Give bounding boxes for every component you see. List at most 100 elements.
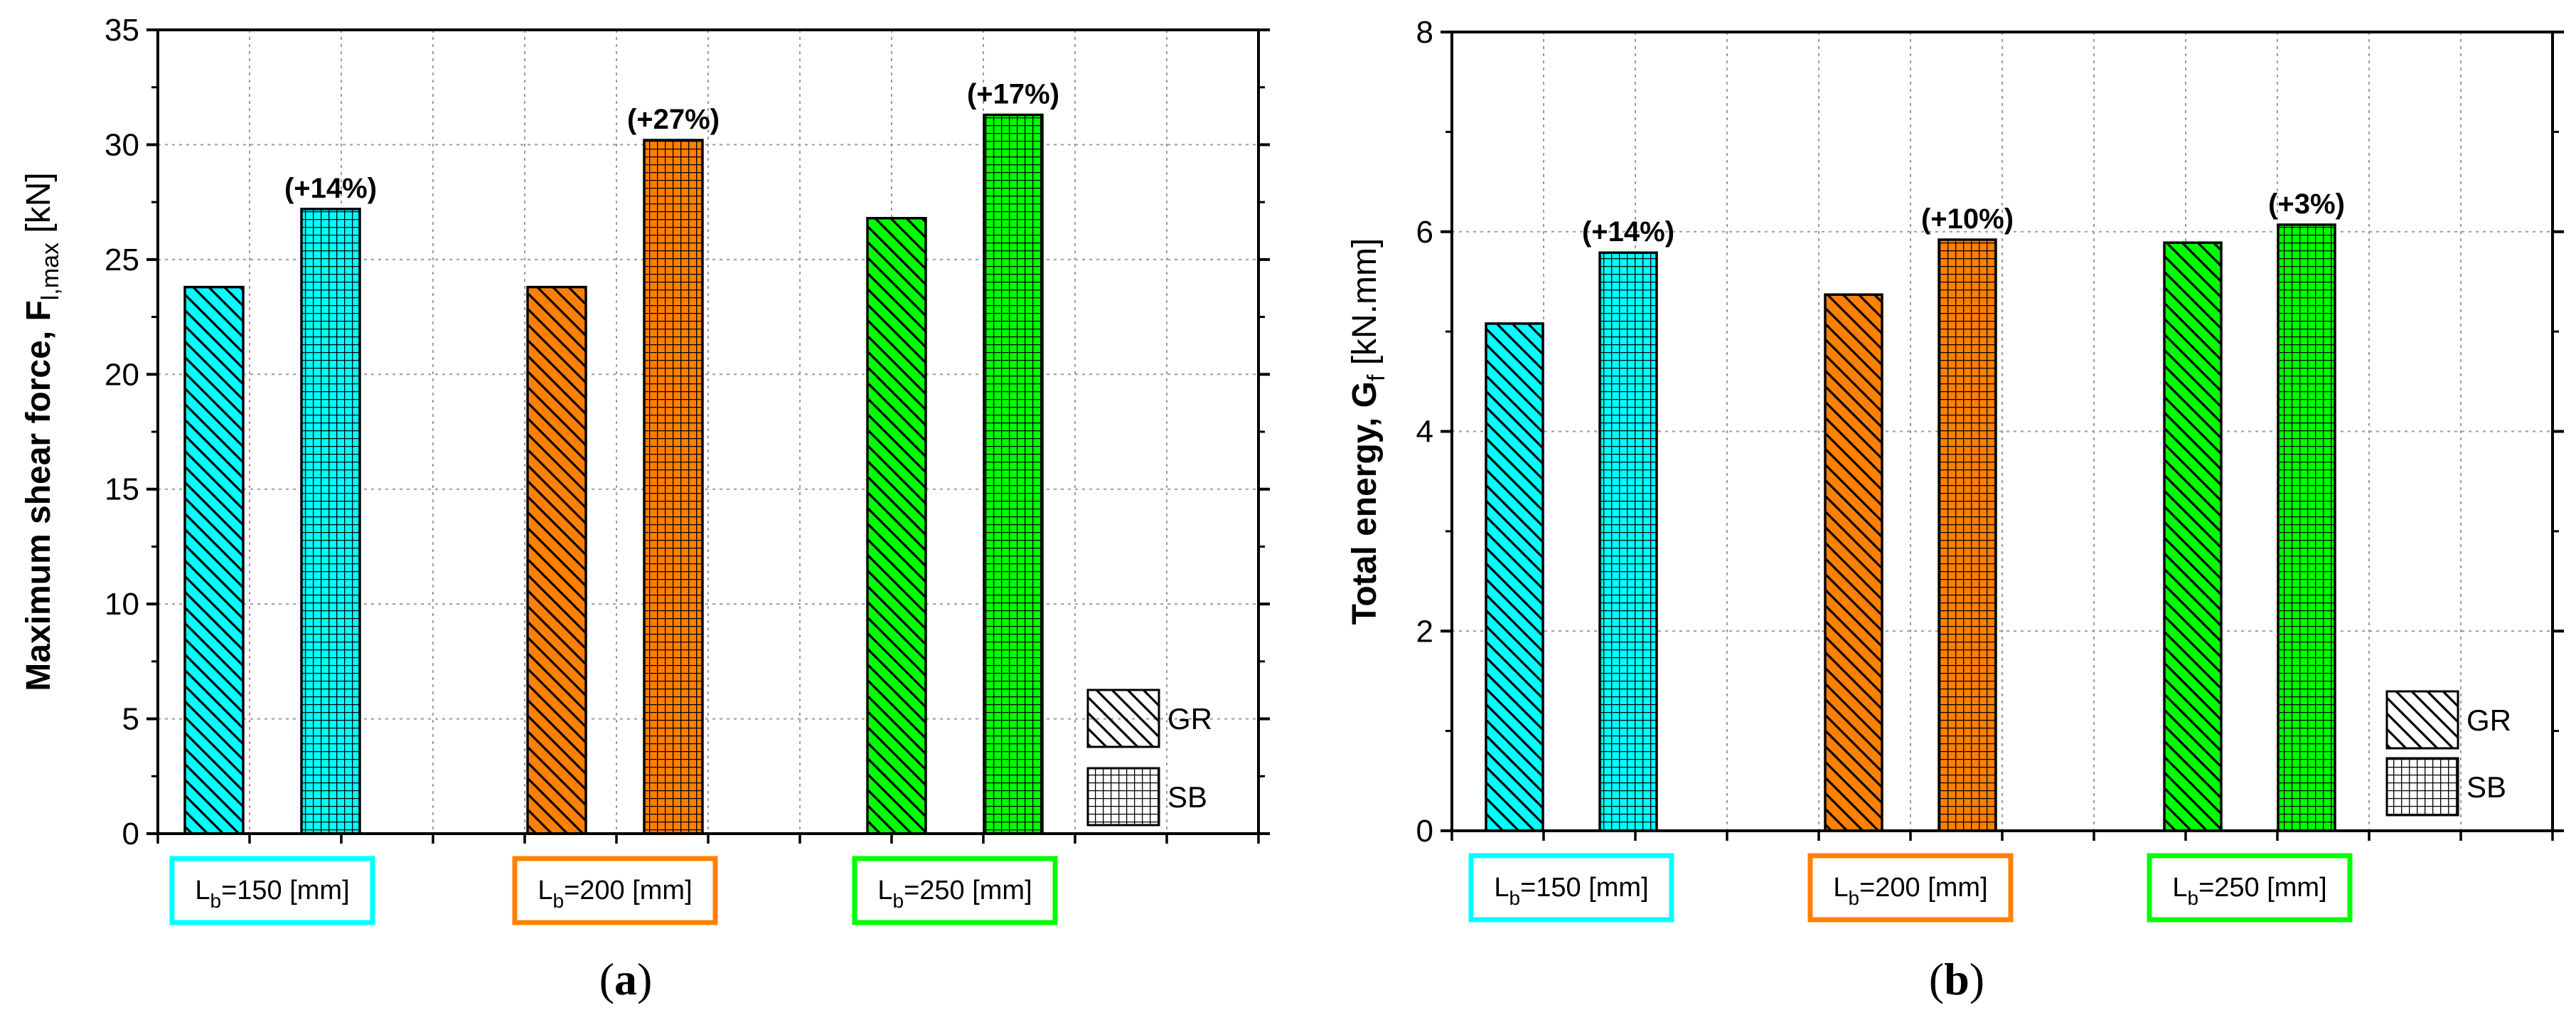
category-box-3 (2147, 853, 2353, 923)
category-label-3: Lb=250 [mm] (2172, 873, 2326, 909)
bar-pattern (1598, 251, 1658, 832)
y-tick-label: 4 (1416, 415, 1433, 450)
category-label-1: Lb=150 [mm] (1494, 873, 1648, 909)
bar-gr-1 (1485, 322, 1544, 832)
y-tick-label: 35 (105, 13, 139, 48)
y-tick-label: 6 (1416, 215, 1433, 250)
category-label-subscript: b (1509, 887, 1520, 909)
category-box-2 (1807, 853, 2014, 923)
bar-pattern (2277, 223, 2336, 832)
category-label-2: Lb=200 [mm] (1833, 873, 1987, 909)
bar-annotation: (+3%) (2268, 188, 2345, 220)
category-label-text: =150 [mm] (1520, 873, 1649, 903)
bar-sb-3 (2277, 223, 2336, 832)
bar-pattern (2163, 241, 2223, 832)
legend-swatch-sb (1086, 767, 1160, 827)
y-tick-label: 20 (105, 357, 139, 392)
panel-label-open: ( (599, 954, 614, 1004)
bar-annotation: (+14%) (1582, 216, 1674, 248)
legend-swatch-sb (2385, 757, 2459, 817)
y-axis-label-main: Total energy, G (1346, 381, 1384, 625)
bar-gr-2 (1824, 293, 1883, 832)
category-label-prefix: L (538, 876, 552, 905)
panel-label-letter: b (1944, 954, 1970, 1004)
category-label-prefix: L (195, 876, 210, 905)
bar-sb-1 (1598, 251, 1658, 832)
y-axis-label-main: Maximum shear force, F (20, 300, 58, 691)
legend: GR SB (2385, 690, 2511, 817)
bar-pattern (1485, 322, 1544, 832)
category-label-subscript: b (210, 890, 221, 912)
chart-panel-b: (+14%) (+10%) (+3%) 0 2 4 6 8 Total energy, Gf [… (1346, 15, 2564, 1004)
y-tick-label: 25 (105, 243, 139, 277)
bar-annotation: (+10%) (1921, 203, 2014, 235)
category-label-2: Lb=200 [mm] (538, 876, 692, 912)
category-label-subscript: b (1848, 887, 1859, 909)
legend: GR SB (1086, 689, 1212, 827)
y-axis-label-unit: [kN] (20, 172, 58, 243)
legend-label-gr: GR (1167, 702, 1212, 735)
bar-pattern (300, 208, 361, 835)
bar-pattern (526, 285, 587, 835)
bar-sb-1 (300, 208, 361, 835)
y-axis-label: Total energy, Gf [kN.mm] (1346, 238, 1390, 625)
bar-pattern (183, 285, 245, 835)
category-label-text: =200 [mm] (564, 876, 693, 905)
category-label-subscript: b (552, 890, 564, 912)
category-label-prefix: L (2172, 873, 2187, 903)
y-tick-label: 8 (1416, 15, 1433, 50)
bar-pattern (1824, 293, 1883, 832)
panel-label-open: ( (1929, 954, 1944, 1004)
panel-label: (b) (1929, 954, 1984, 1004)
bar-pattern (983, 113, 1044, 835)
category-label-text: =150 [mm] (221, 876, 350, 905)
category-label-prefix: L (877, 876, 892, 905)
legend-label-sb: SB (1167, 780, 1207, 814)
bar-gr-1 (183, 285, 245, 835)
bar-sb-2 (1938, 238, 1997, 832)
y-tick-label: 0 (1416, 814, 1433, 849)
y-tick-label: 10 (105, 587, 139, 622)
chart-panel-a: (+14%) (+27%) (+17%) 0 5 10 15 20 25 30 35 Maximum … (20, 13, 1270, 1004)
category-label-prefix: L (1494, 873, 1509, 903)
category-label-text: =200 [mm] (1859, 873, 1988, 903)
bar-gr-3 (866, 216, 927, 835)
panel-label-letter: a (614, 954, 637, 1004)
bar-gr-2 (526, 285, 587, 835)
y-axis-label-subscript: l,max (37, 243, 64, 300)
bar-annotation: (+14%) (284, 173, 377, 204)
category-label-1: Lb=150 [mm] (195, 876, 349, 912)
y-tick-label: 5 (122, 702, 139, 737)
y-axis-label-subscript: f (1363, 374, 1390, 381)
bar-pattern (643, 139, 704, 835)
panel-label-close: ) (637, 954, 652, 1004)
category-box-3 (852, 856, 1058, 925)
y-tick-label: 2 (1416, 614, 1433, 649)
bar-annotation: (+17%) (967, 78, 1059, 110)
y-tick-label: 0 (122, 817, 139, 851)
bar-pattern (1938, 238, 1997, 832)
category-label-text: =250 [mm] (2198, 873, 2327, 903)
category-label-subscript: b (2187, 887, 2198, 909)
y-axis-label: Maximum shear force, Fl,max [kN] (20, 172, 64, 691)
y-tick-label: 30 (105, 127, 139, 162)
bar-annotation: (+27%) (627, 104, 720, 135)
category-label-prefix: L (1833, 873, 1848, 903)
y-axis-label-unit: [kN.mm] (1346, 238, 1384, 375)
legend-swatch-gr (2385, 690, 2459, 750)
category-box-1 (1468, 853, 1674, 923)
legend-label-gr: GR (2467, 703, 2511, 737)
panel-label-close: ) (1970, 954, 1984, 1004)
category-box-1 (169, 856, 375, 925)
legend-label-sb: SB (2467, 770, 2506, 804)
category-label-3: Lb=250 [mm] (877, 876, 1032, 912)
y-tick-label: 15 (105, 472, 139, 507)
legend-swatch-gr (1086, 689, 1160, 748)
category-label-text: =250 [mm] (904, 876, 1032, 905)
category-box-2 (512, 856, 718, 925)
bar-sb-3 (983, 113, 1044, 835)
category-label-subscript: b (892, 890, 904, 912)
panel-label: (a) (599, 954, 653, 1004)
bar-gr-3 (2163, 241, 2223, 832)
